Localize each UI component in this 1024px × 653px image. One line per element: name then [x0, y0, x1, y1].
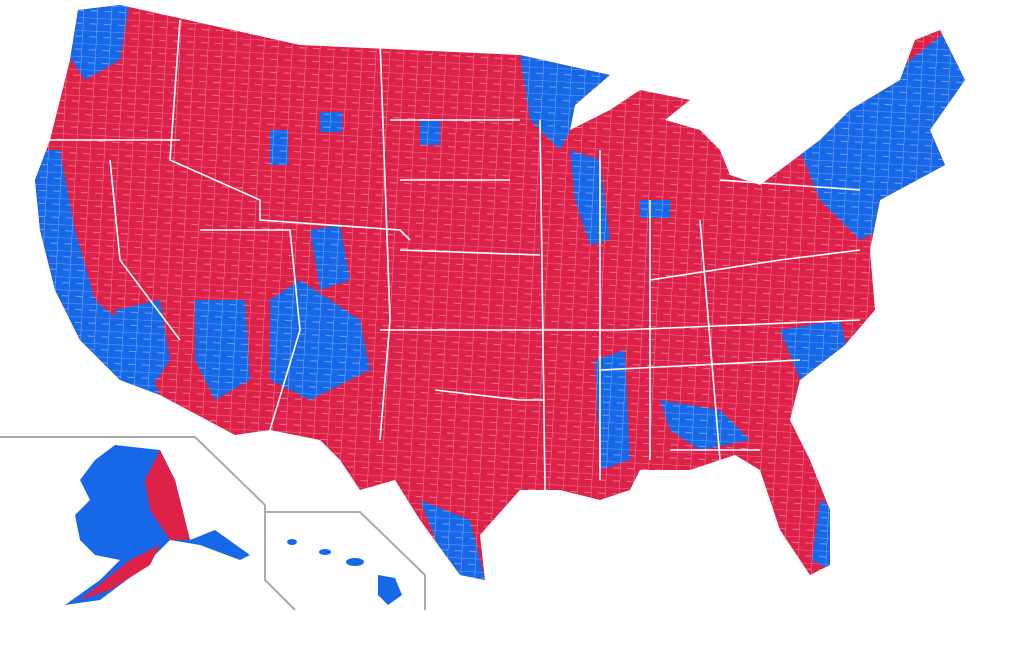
state-line	[45, 139, 181, 341]
inset-borders	[0, 436, 426, 611]
state-lines	[45, 19, 861, 491]
oahu	[319, 549, 331, 555]
state-line	[169, 19, 411, 241]
alaska-red	[145, 450, 190, 540]
maui	[346, 558, 364, 566]
state-line	[599, 179, 861, 371]
alaska	[65, 445, 250, 605]
state-line	[539, 119, 721, 491]
state-line	[380, 119, 620, 331]
alaska-border	[0, 436, 296, 611]
state-line	[434, 389, 760, 451]
kauai	[287, 539, 297, 545]
big-island	[378, 575, 402, 605]
hawaii	[287, 539, 402, 605]
hawaii-border	[265, 511, 426, 610]
alaska-blue	[65, 445, 250, 605]
state-line	[200, 39, 391, 441]
alaska-peninsula	[80, 545, 160, 600]
